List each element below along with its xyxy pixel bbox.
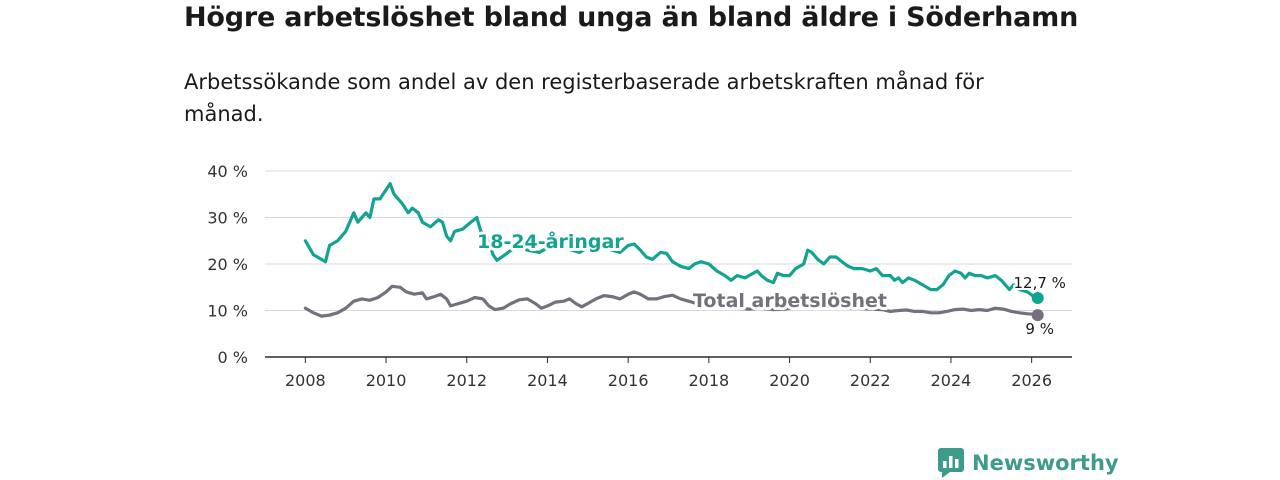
x-tick-label: 2010 [366,371,407,390]
x-tick-label: 2012 [446,371,487,390]
chart-subtitle: Arbetssökande som andel av den registerb… [184,70,984,126]
series-name-label: Total arbetslöshet [693,290,887,312]
y-tick-label: 40 % [207,162,248,181]
x-tick-label: 2022 [850,371,891,390]
newsworthy-logo[interactable]: Newsworthy [938,448,1119,478]
x-tick-label: 2020 [769,371,810,390]
x-axis-ticks: 2008 2010 2012 2014 2016 2018 2020 2022 2024 2026 [285,357,1052,390]
y-tick-label: 10 % [207,302,248,321]
series-end-point [1031,309,1044,322]
x-tick-label: 2016 [608,371,649,390]
newsworthy-logo-icon [938,448,964,478]
x-tick-label: 2026 [1011,371,1052,390]
series-name-label: 18-24-åringar [477,229,624,253]
series-labels: 18-24-åringar Total arbetslöshet 12,7 % 9 % [474,226,1068,340]
newsworthy-logo-text: Newsworthy [972,451,1119,475]
x-tick-label: 2008 [285,371,326,390]
series-line [303,182,1040,300]
series-end-label: 9 % [1025,320,1054,338]
chart-title: Högre arbetslöshet bland unga än bland ä… [184,2,1079,33]
y-tick-label: 30 % [207,209,248,228]
y-tick-label: 0 % [218,348,248,367]
x-tick-label: 2018 [688,371,729,390]
series-lines [303,182,1044,322]
gridlines [265,170,1072,311]
x-tick-label: 2024 [931,371,972,390]
series-end-point [1031,291,1044,304]
y-axis-ticks: 0 % 10 % 20 % 30 % 40 % [207,162,248,367]
series-end-label: 12,7 % [1013,274,1065,292]
series-line [303,284,1040,318]
x-tick-label: 2014 [527,371,568,390]
y-tick-label: 20 % [207,255,248,274]
